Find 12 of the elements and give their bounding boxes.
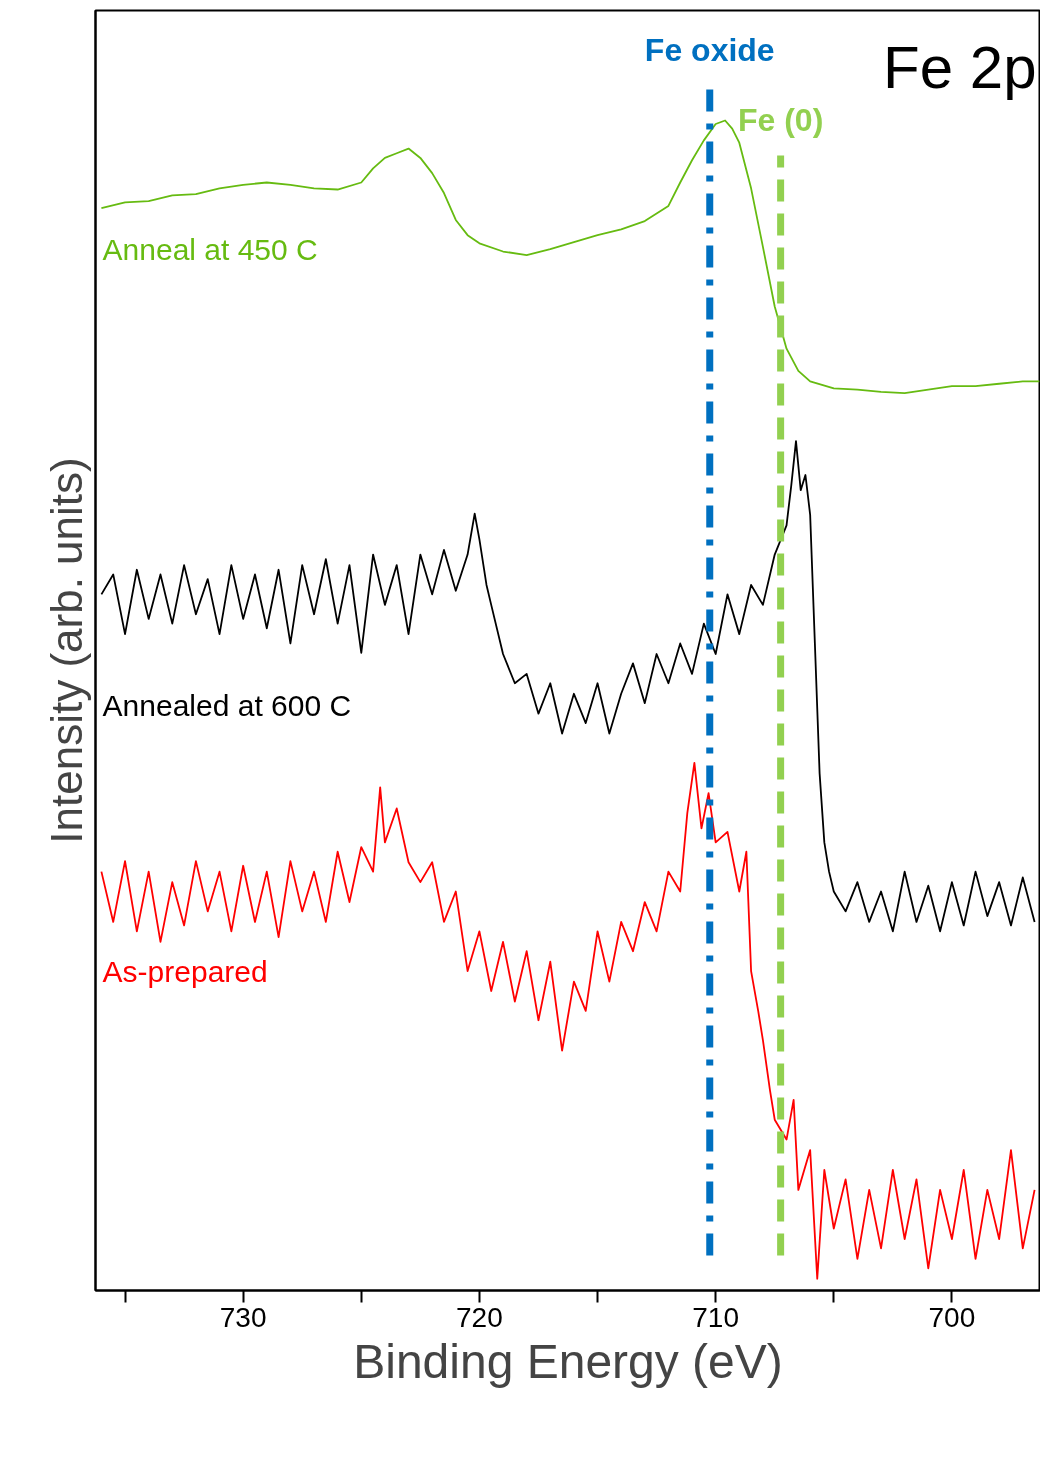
x-tick-label: 700 xyxy=(928,1301,976,1333)
series-label: Anneal at 450 C xyxy=(102,232,318,266)
ref-line-label: Fe (0) xyxy=(737,102,824,139)
x-tick-label: 710 xyxy=(692,1301,740,1333)
x-tick-label: 730 xyxy=(219,1301,267,1333)
x-tick-label: 720 xyxy=(456,1301,503,1333)
x-axis-title: Binding Energy (eV) xyxy=(353,1334,783,1388)
text: Fe 2p xyxy=(883,34,1037,102)
series-label: As-prepared xyxy=(102,954,268,988)
series-label: Annealed at 600 C xyxy=(102,688,352,722)
y-axis-title: Intensity (arb. units) xyxy=(41,457,91,844)
ref-line-label: Fe oxide xyxy=(644,32,775,69)
